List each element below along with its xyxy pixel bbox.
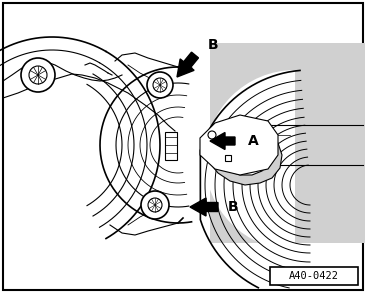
Polygon shape [210, 126, 274, 175]
Wedge shape [205, 70, 295, 250]
Text: A: A [248, 134, 259, 148]
Circle shape [29, 66, 47, 84]
Polygon shape [200, 115, 278, 175]
Text: B: B [208, 38, 219, 52]
Bar [225, 155, 231, 161]
Circle shape [153, 78, 167, 92]
Circle shape [148, 198, 162, 212]
Circle shape [141, 191, 169, 219]
FancyArrow shape [190, 198, 218, 216]
FancyArrow shape [210, 132, 235, 149]
Text: A40-0422: A40-0422 [289, 271, 339, 281]
Circle shape [21, 58, 55, 92]
Bar [270, 267, 358, 285]
Bar [210, 43, 365, 243]
Circle shape [147, 72, 173, 98]
FancyArrow shape [177, 52, 198, 77]
Polygon shape [210, 121, 282, 185]
Text: B: B [228, 200, 239, 214]
Bar [165, 132, 177, 160]
Circle shape [208, 131, 216, 139]
